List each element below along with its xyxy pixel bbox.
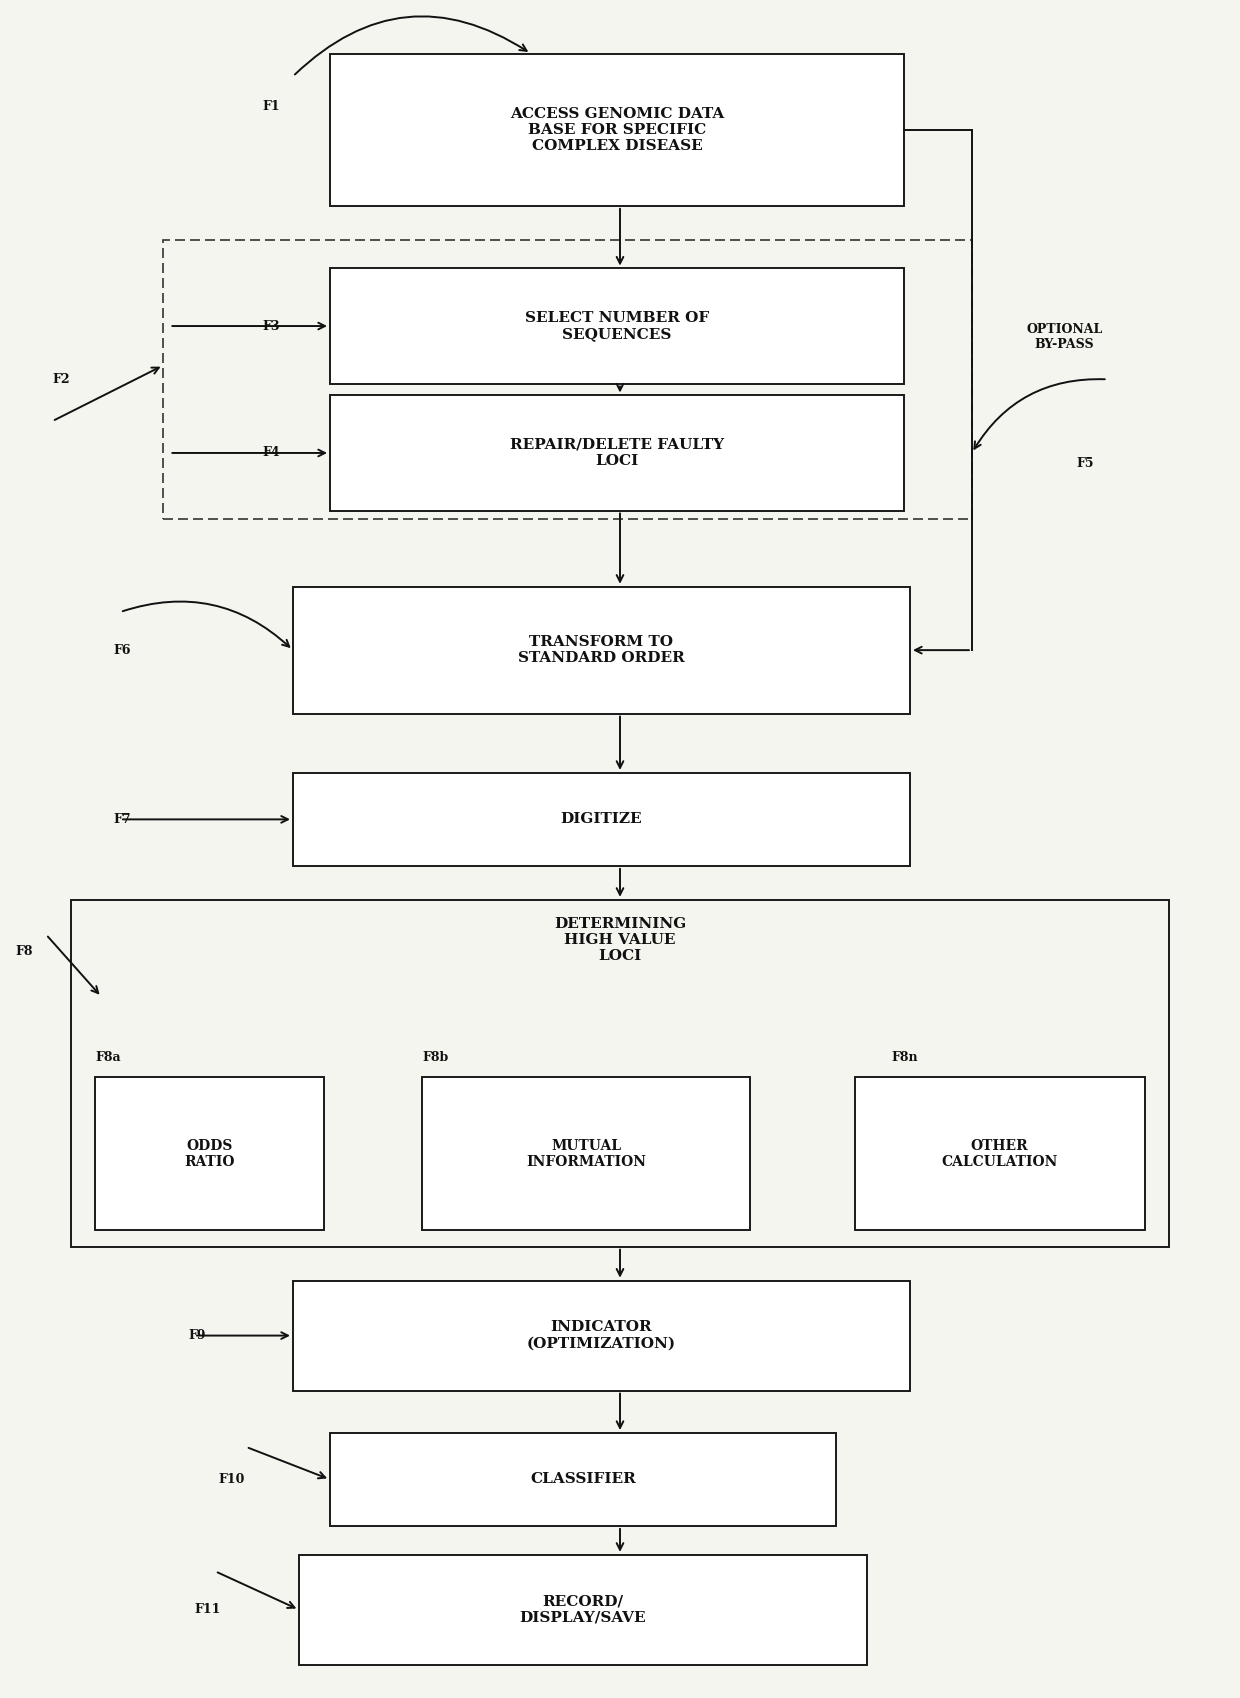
Text: F8b: F8b — [423, 1051, 449, 1063]
Text: F8n: F8n — [892, 1051, 918, 1063]
Text: F8: F8 — [15, 946, 32, 958]
FancyBboxPatch shape — [293, 588, 910, 713]
Text: OPTIONAL
BY-PASS: OPTIONAL BY-PASS — [1027, 323, 1102, 351]
Text: RECORD/
DISPLAY/SAVE: RECORD/ DISPLAY/SAVE — [520, 1594, 646, 1625]
Text: F4: F4 — [262, 447, 280, 460]
Text: ODDS
RATIO: ODDS RATIO — [185, 1139, 234, 1168]
Text: F8a: F8a — [95, 1051, 122, 1063]
FancyBboxPatch shape — [330, 1433, 836, 1527]
FancyBboxPatch shape — [330, 268, 904, 384]
Text: SELECT NUMBER OF
SEQUENCES: SELECT NUMBER OF SEQUENCES — [525, 311, 709, 341]
Text: F9: F9 — [188, 1330, 206, 1341]
Text: INDICATOR
(OPTIMIZATION): INDICATOR (OPTIMIZATION) — [527, 1321, 676, 1350]
Text: F3: F3 — [262, 319, 279, 333]
Text: F11: F11 — [195, 1603, 221, 1616]
FancyBboxPatch shape — [293, 773, 910, 866]
Text: F2: F2 — [52, 374, 69, 385]
FancyBboxPatch shape — [330, 54, 904, 205]
Text: CLASSIFIER: CLASSIFIER — [529, 1472, 636, 1486]
FancyBboxPatch shape — [293, 1280, 910, 1391]
Text: F10: F10 — [218, 1472, 246, 1486]
Text: TRANSFORM TO
STANDARD ORDER: TRANSFORM TO STANDARD ORDER — [518, 635, 684, 666]
Text: F7: F7 — [114, 813, 131, 825]
Text: ACCESS GENOMIC DATA
BASE FOR SPECIFIC
COMPLEX DISEASE: ACCESS GENOMIC DATA BASE FOR SPECIFIC CO… — [510, 107, 724, 153]
FancyBboxPatch shape — [330, 396, 904, 511]
Text: OTHER
CALCULATION: OTHER CALCULATION — [941, 1139, 1058, 1168]
FancyBboxPatch shape — [95, 1078, 324, 1229]
Text: F5: F5 — [1076, 457, 1094, 470]
FancyBboxPatch shape — [854, 1078, 1145, 1229]
Text: DIGITIZE: DIGITIZE — [560, 812, 642, 827]
Text: F6: F6 — [114, 644, 131, 657]
FancyBboxPatch shape — [299, 1555, 867, 1664]
Text: DETERMINING
HIGH VALUE
LOCI: DETERMINING HIGH VALUE LOCI — [554, 917, 686, 963]
Text: REPAIR/DELETE FAULTY
LOCI: REPAIR/DELETE FAULTY LOCI — [510, 438, 724, 469]
Text: MUTUAL
INFORMATION: MUTUAL INFORMATION — [526, 1139, 646, 1168]
Text: F1: F1 — [262, 100, 280, 114]
FancyBboxPatch shape — [423, 1078, 750, 1229]
